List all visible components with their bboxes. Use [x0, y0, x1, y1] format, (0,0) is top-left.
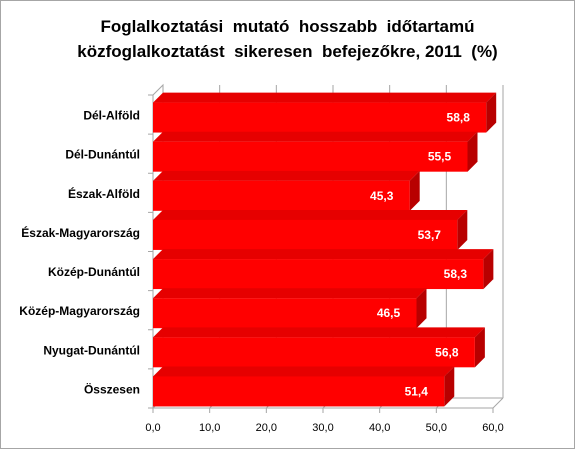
- bar-top-face: [153, 131, 478, 142]
- bar-side-face: [483, 249, 494, 290]
- bar: [153, 219, 458, 250]
- chart-title-line-1: Foglalkoztatási mutató hosszabb időtarta…: [100, 17, 475, 36]
- bar: [153, 337, 475, 368]
- category-label: Összesen: [84, 381, 140, 396]
- category-label: Észak-Magyarország: [21, 225, 140, 240]
- bar: [153, 298, 417, 329]
- x-tick-label: 40,0: [369, 422, 390, 434]
- bar: [153, 180, 410, 211]
- bar-side-face: [486, 92, 497, 133]
- data-label: 51,4: [405, 384, 429, 398]
- x-tick-label: 10,0: [199, 422, 220, 434]
- chart-title-line-2: közfoglalkoztatást sikeresen befejezőkre…: [77, 42, 498, 61]
- data-label: 55,5: [428, 150, 452, 164]
- category-label: Dél-Dunántúl: [65, 148, 140, 162]
- bar: [153, 376, 445, 407]
- data-label: 56,8: [435, 345, 459, 359]
- bar-side-face: [416, 288, 427, 329]
- bar-top-face: [153, 92, 497, 103]
- bar-top-face: [153, 249, 494, 260]
- bar-top-face: [153, 327, 485, 338]
- floor-gridline: [492, 397, 504, 409]
- x-tick-label: 0,0: [145, 422, 160, 434]
- bar-top-face: [153, 288, 427, 299]
- bar-side-face: [409, 170, 420, 211]
- data-label: 58,3: [444, 267, 468, 281]
- category-label: Közép-Magyarország: [19, 304, 140, 318]
- bar-side-face: [444, 366, 455, 407]
- bar-side-face: [467, 131, 478, 172]
- data-label: 45,3: [370, 189, 394, 203]
- x-tick-label: 50,0: [426, 422, 447, 434]
- bar: [153, 102, 487, 133]
- bar-side-face: [457, 209, 468, 250]
- category-label: Közép-Dunántúl: [48, 265, 140, 279]
- category-label: Dél-Alföld: [83, 109, 140, 123]
- chart-title: Foglalkoztatási mutató hosszabb időtarta…: [0, 14, 575, 64]
- bar: [153, 259, 484, 290]
- x-tick-label: 60,0: [482, 422, 503, 434]
- x-tick-label: 30,0: [312, 422, 333, 434]
- bar-top-face: [153, 170, 420, 181]
- data-label: 46,5: [377, 306, 401, 320]
- bar-side-face: [474, 327, 485, 368]
- data-label: 53,7: [418, 228, 442, 242]
- x-tick-label: 20,0: [256, 422, 277, 434]
- category-label: Nyugat-Dunántúl: [43, 343, 140, 357]
- bar-top-face: [153, 209, 468, 220]
- bar: [153, 141, 468, 172]
- category-label: Észak-Alföld: [68, 186, 140, 201]
- bar-top-face: [153, 366, 455, 377]
- data-label: 58,8: [447, 111, 471, 125]
